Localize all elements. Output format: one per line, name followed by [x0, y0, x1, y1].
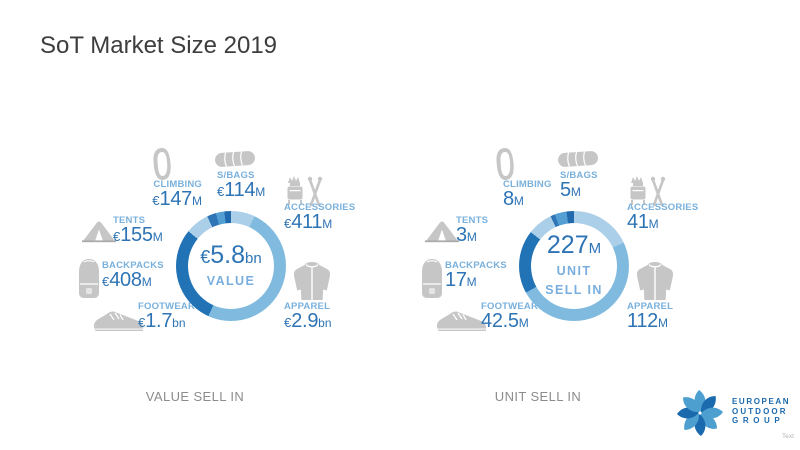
category-accessories: ACCESSORIES 41M	[627, 202, 747, 234]
unit-sell-in-caption: UNIT SELL IN	[494, 389, 582, 404]
category-label: S/BAGS	[217, 170, 255, 181]
category-label: APPAREL	[627, 301, 674, 312]
carabiner-icon	[493, 146, 517, 187]
category-value: 17M	[445, 269, 477, 291]
category-sbags: S/BAGS 5M	[560, 170, 650, 202]
category-label: FOOTWEAR	[481, 301, 539, 312]
jacket-icon	[292, 260, 332, 307]
sleeping-bag-icon	[214, 149, 256, 174]
european-outdoor-group-logo: EUROPEAN OUTDOOR GROUP	[674, 387, 794, 439]
backpack-icon	[419, 257, 445, 306]
category-label: CLIMBING	[503, 179, 552, 190]
category-tents: TENTS €155M	[113, 215, 203, 247]
category-value: €408M	[102, 269, 152, 291]
logo-line-1: EUROPEAN	[732, 397, 791, 406]
logo-text: EUROPEAN OUTDOOR GROUP	[732, 397, 790, 426]
jacket-icon	[635, 260, 675, 307]
category-climbing: CLIMBING €147M	[98, 179, 202, 211]
category-value: 112M	[627, 310, 668, 332]
category-climbing: CLIMBING 8M	[503, 179, 607, 211]
sleeping-bag-icon	[557, 149, 599, 174]
category-footwear: FOOTWEAR 42.5M	[481, 301, 581, 333]
donut-center-sub: UNIT	[556, 264, 592, 278]
logo-line-3: GROUP	[732, 416, 785, 425]
carabiner-icon	[150, 146, 174, 187]
donut-total: 227M	[546, 231, 602, 259]
tent-icon	[425, 220, 459, 248]
category-value: 8M	[503, 188, 524, 210]
slide-title: SoT Market Size 2019	[40, 32, 278, 59]
shoe-icon	[435, 306, 487, 339]
category-value: €1.7bn	[138, 310, 186, 332]
donut-center-sub: VALUE	[206, 273, 256, 288]
category-value: €155M	[113, 224, 163, 246]
category-value: 5M	[560, 179, 581, 201]
category-accessories: ACCESSORIES €411M	[284, 202, 404, 234]
donut-total: €5.8bn	[200, 240, 262, 269]
category-apparel: APPAREL 112M	[627, 301, 727, 333]
category-label: TENTS	[456, 215, 489, 226]
category-apparel: APPAREL €2.9bn	[284, 301, 384, 333]
unit-donut-group: CLIMBING 8M S/BAGS 5M ACCESSORIES 41M AP…	[343, 0, 743, 450]
value-donut-ring: €5.8bn VALUE	[176, 211, 286, 321]
shoe-icon	[92, 306, 144, 339]
unit-donut-ring: 227M UNIT SELL IN	[519, 211, 629, 321]
category-label: TENTS	[113, 215, 146, 226]
category-value: €147M	[152, 188, 202, 210]
pinwheel-flower-icon	[674, 387, 726, 444]
category-label: CLIMBING	[153, 179, 202, 190]
value-sell-in-caption: VALUE SELL IN	[145, 389, 245, 404]
category-value: 42.5M	[481, 310, 529, 332]
category-label: ACCESSORIES	[284, 202, 356, 213]
category-label: FOOTWEAR	[138, 301, 196, 312]
donut-hole	[531, 223, 617, 309]
donut-center-text: 227M UNIT SELL IN	[519, 211, 629, 321]
category-tents: TENTS 3M	[456, 215, 546, 247]
donut-center-text: €5.8bn VALUE	[176, 211, 286, 321]
backpack-icon	[76, 257, 102, 306]
category-footwear: FOOTWEAR €1.7bn	[138, 301, 238, 333]
tent-icon	[82, 220, 116, 248]
category-value: €411M	[284, 211, 333, 233]
category-value: 3M	[456, 224, 477, 246]
category-label: BACKPACKS	[445, 260, 507, 271]
donut-hole	[188, 223, 274, 309]
camp-stove-cutlery-icon	[627, 174, 667, 215]
category-backpacks: BACKPACKS 17M	[445, 260, 545, 292]
category-value: 41M	[627, 211, 659, 233]
logo-line-2: OUTDOOR	[732, 406, 788, 416]
category-label: BACKPACKS	[102, 260, 164, 271]
corner-text-placeholder: Text	[782, 433, 794, 440]
donut-center-sub: SELL IN	[545, 283, 603, 297]
category-backpacks: BACKPACKS €408M	[102, 260, 202, 292]
category-sbags: S/BAGS €114M	[217, 170, 307, 202]
category-label: S/BAGS	[560, 170, 598, 181]
category-label: ACCESSORIES	[627, 202, 699, 213]
category-value: €114M	[217, 179, 266, 201]
camp-stove-cutlery-icon	[284, 174, 324, 215]
category-value: €2.9bn	[284, 310, 332, 332]
value-donut-group: CLIMBING €147M S/BAGS €114M ACCESSORIES …	[76, 146, 384, 404]
category-label: APPAREL	[284, 301, 331, 312]
